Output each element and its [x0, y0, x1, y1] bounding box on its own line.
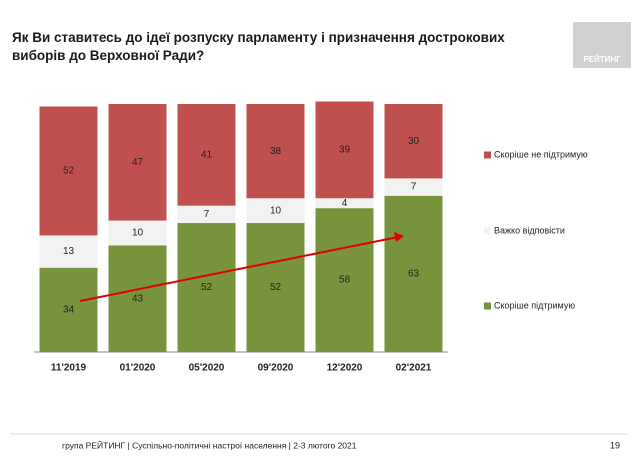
bar-segment — [384, 195, 443, 352]
bar-segment — [315, 101, 374, 199]
x-tick-label: 02'2021 — [396, 363, 432, 374]
legend-swatch — [484, 151, 491, 159]
page-number: 19 — [610, 440, 620, 450]
bar-segment — [39, 106, 98, 236]
data-label: 41 — [201, 149, 213, 160]
data-label: 52 — [63, 166, 75, 177]
legend-swatch — [484, 302, 491, 310]
x-tick-label: 01'2020 — [120, 363, 156, 374]
data-label: 52 — [270, 282, 282, 293]
data-label: 38 — [270, 146, 282, 157]
bar-segment — [39, 235, 98, 268]
data-label: 47 — [132, 157, 144, 168]
x-tick-label: 12'2020 — [327, 363, 363, 374]
bar-segment — [384, 104, 443, 179]
data-label: 34 — [63, 304, 75, 315]
data-label: 30 — [408, 136, 420, 147]
logo: РЕЙТИНГ — [573, 22, 631, 68]
bar-segment — [384, 178, 443, 196]
data-label: 52 — [201, 282, 213, 293]
chart-title: Як Ви ставитесь до ідеї розпуску парламе… — [12, 30, 505, 63]
legend-label: Скоріше підтримую — [494, 300, 575, 310]
data-label: 4 — [342, 198, 348, 209]
bar-segment — [315, 198, 374, 209]
legend-swatch — [484, 227, 491, 235]
data-label: 13 — [63, 246, 75, 257]
data-label: 58 — [339, 275, 351, 286]
bar-segment — [177, 223, 236, 352]
bar-segment — [246, 104, 305, 199]
data-label: 7 — [204, 209, 210, 220]
trend-arrowhead — [394, 232, 404, 242]
trend-arrow — [79, 236, 399, 302]
bar-segment — [108, 220, 167, 246]
bar-segment — [177, 104, 236, 206]
data-label: 43 — [132, 293, 144, 304]
data-label: 10 — [132, 228, 144, 239]
x-tick-label: 05'2020 — [189, 363, 225, 374]
bar-segment — [39, 267, 98, 352]
legend-label: Скоріше не підтримую — [494, 149, 588, 159]
legend-label: Важко відповісти — [494, 225, 565, 235]
x-tick-label: 11'2019 — [51, 363, 87, 374]
bar-segment — [246, 198, 305, 224]
bar-segment — [108, 245, 167, 352]
data-label: 10 — [270, 205, 282, 216]
data-label: 63 — [408, 269, 420, 280]
data-label: 39 — [339, 145, 351, 156]
bar-segment — [315, 208, 374, 352]
bar-segment — [108, 104, 167, 221]
bar-segment — [177, 205, 236, 224]
footer-text: група РЕЙТИНГ | Суспільно-політичні наст… — [62, 439, 357, 450]
data-label: 7 — [411, 182, 417, 193]
bar-segment — [246, 223, 305, 352]
x-tick-label: 09'2020 — [258, 363, 294, 374]
